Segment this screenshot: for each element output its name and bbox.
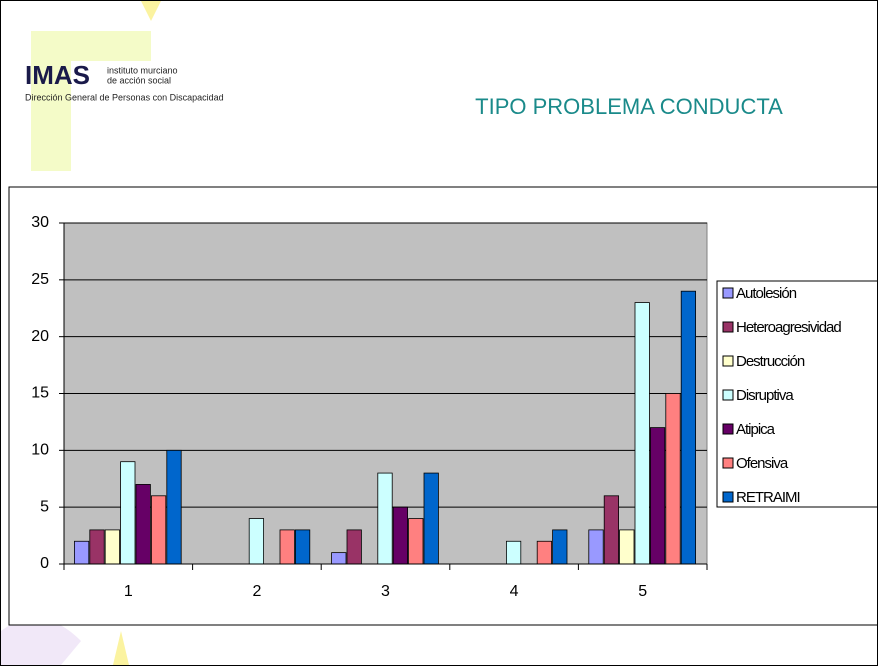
legend-swatch	[722, 355, 734, 367]
decoration	[31, 31, 151, 61]
bar	[104, 529, 120, 565]
bar	[74, 540, 90, 565]
decoration	[141, 1, 161, 21]
bar	[377, 472, 393, 565]
logo-brand: IMAS	[25, 60, 90, 90]
x-tick-label: 4	[510, 583, 519, 600]
bar	[331, 552, 347, 565]
bar	[680, 290, 697, 565]
bar	[89, 529, 105, 565]
y-tick-label: 5	[40, 498, 49, 515]
legend	[716, 280, 877, 508]
x-tick-label: 2	[252, 583, 261, 600]
logo-line: de acción social	[107, 75, 171, 85]
logo-line: instituto murciano	[107, 65, 178, 75]
decoration	[113, 631, 129, 665]
y-tick-label: 0	[40, 555, 49, 572]
bar	[552, 529, 568, 565]
bar	[619, 529, 635, 565]
bar	[150, 495, 167, 565]
legend-swatch	[722, 389, 734, 401]
legend-label: RETRAIMI	[736, 489, 800, 506]
chart-title: TIPO PROBLEMA CONDUCTA	[475, 94, 783, 119]
bar	[294, 529, 311, 565]
bar	[120, 461, 136, 565]
bar	[588, 529, 604, 565]
bar	[248, 518, 264, 565]
bar	[665, 393, 681, 565]
legend-label: Disruptiva	[736, 387, 794, 404]
y-tick-label: 10	[31, 442, 49, 459]
logo-subtitle: Dirección General de Personas con Discap…	[25, 92, 224, 102]
legend-label: Atipica	[736, 421, 776, 438]
legend-label: Autolesión	[736, 285, 797, 302]
bar	[408, 518, 424, 565]
bar	[392, 506, 409, 565]
bar	[279, 529, 295, 565]
bar	[346, 529, 362, 565]
x-tick-label: 3	[381, 583, 390, 600]
bar	[135, 484, 151, 565]
legend-label: Heteroagresividad	[736, 319, 841, 336]
legend-swatch	[722, 491, 734, 503]
bar	[505, 540, 522, 565]
x-tick-label: 1	[124, 583, 133, 600]
legend-swatch	[722, 457, 734, 469]
legend-swatch	[722, 423, 734, 435]
bar	[536, 540, 553, 565]
y-tick-label: 25	[31, 271, 49, 288]
y-tick-label: 20	[31, 328, 49, 345]
y-tick-label: 30	[31, 214, 49, 231]
bar	[423, 472, 439, 565]
x-tick-label: 5	[638, 583, 647, 600]
bar	[650, 427, 666, 565]
bar	[634, 302, 650, 565]
bar	[603, 495, 620, 565]
legend-swatch	[722, 287, 734, 299]
y-tick-label: 15	[31, 385, 49, 402]
bar	[166, 449, 182, 565]
legend-swatch	[722, 321, 734, 333]
decoration	[1, 618, 81, 665]
legend-label: Destrucción	[736, 353, 805, 370]
legend-label: Ofensiva	[736, 455, 789, 472]
